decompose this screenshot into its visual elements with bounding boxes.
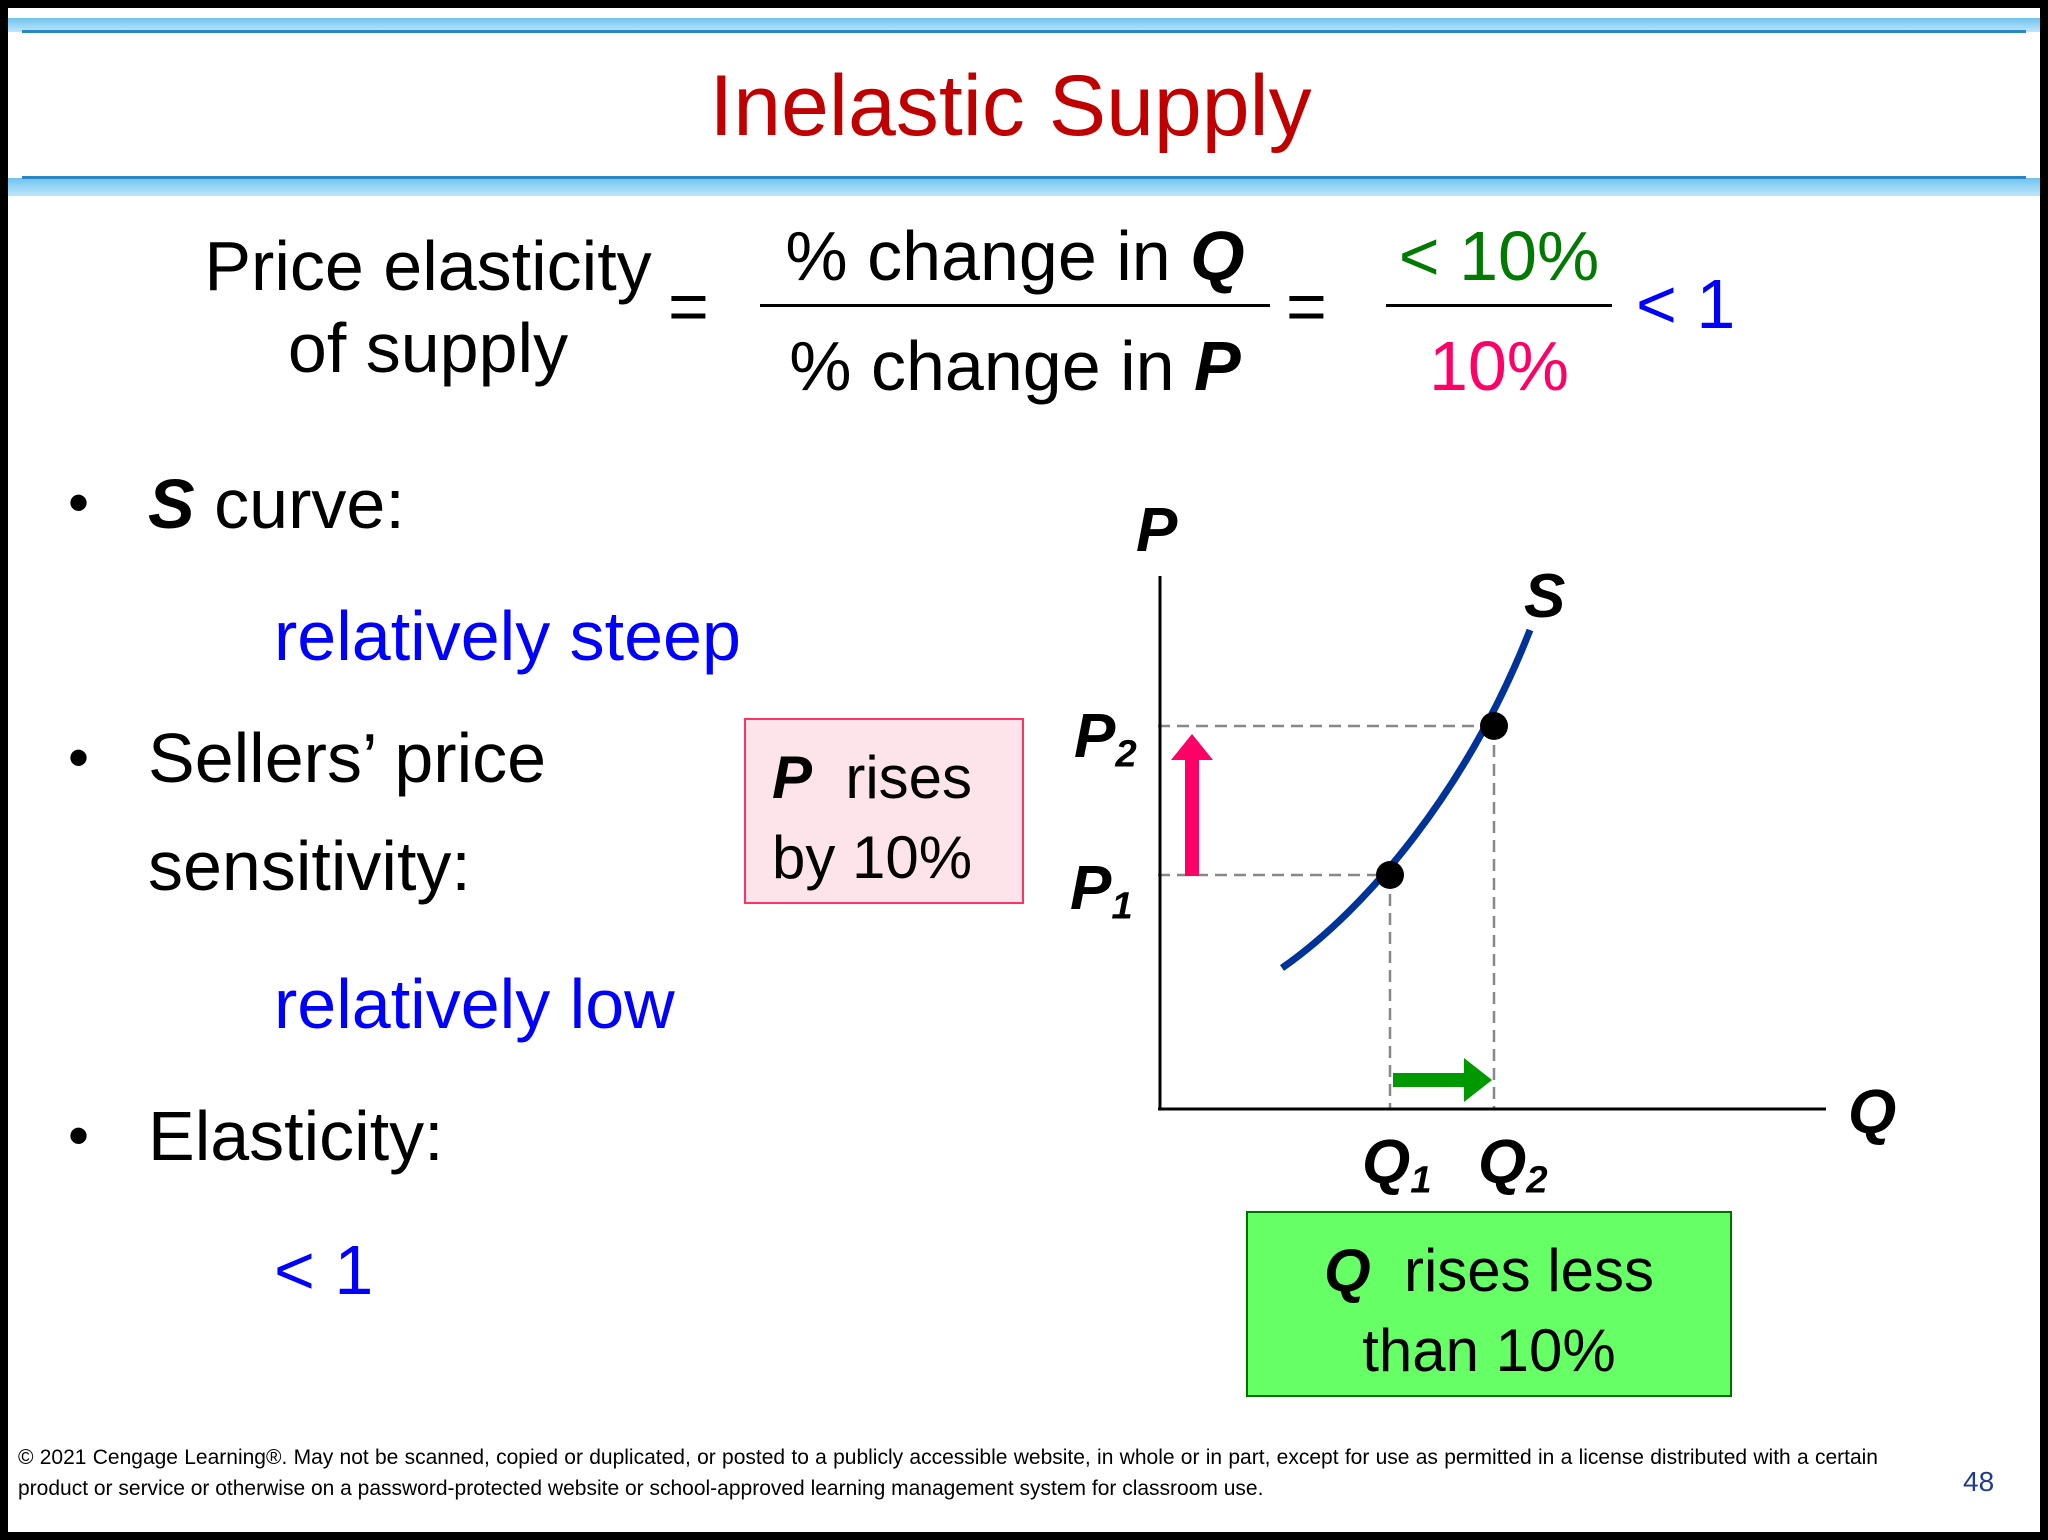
- q2-label: Q2: [1478, 1128, 1548, 1216]
- p2-base: P: [1074, 702, 1116, 771]
- quantity-rise-callout: Q rises less than 10%: [1246, 1211, 1732, 1397]
- price-rise-callout: P rises by 10%: [744, 718, 1024, 904]
- title-band-bottom-line: [22, 176, 2026, 179]
- formula-result: < 1: [1636, 265, 1736, 343]
- supply-curve: [1279, 628, 1534, 971]
- p1-label: P1: [1070, 854, 1133, 942]
- slide: Inelastic Supply Price elasticity of sup…: [8, 8, 2040, 1532]
- formula-numerator-2: < 10%: [1398, 217, 1600, 295]
- price-callout-line2: by 10%: [772, 824, 973, 891]
- page-number: 48: [1963, 1466, 1995, 1497]
- price-up-arrow: [1171, 734, 1213, 876]
- curve-label: S: [1524, 562, 1566, 631]
- y-axis-label: P: [1136, 496, 1178, 565]
- bullet-1-text: curve:: [194, 465, 405, 543]
- supply-diagram: [1158, 576, 1826, 1111]
- x-axis-label: Q: [1848, 1078, 1897, 1147]
- p2-label: P2: [1074, 702, 1137, 790]
- denominator-var: P: [1194, 327, 1241, 405]
- bullet-1-var: S: [148, 465, 195, 543]
- title-band-top: [8, 18, 2040, 32]
- numerator-text: % change in: [785, 217, 1191, 295]
- formula-numerator: % change in Q: [760, 216, 1270, 296]
- quantity-callout-line1: Q rises less: [1248, 1231, 1730, 1311]
- guide-lines: [1158, 724, 1496, 1109]
- title-band-top-line: [22, 30, 2026, 33]
- bullet-1-dot: •: [68, 469, 90, 536]
- q1-sub: 1: [1410, 1158, 1432, 1202]
- formula-equals-1: =: [668, 267, 709, 345]
- bullet-1-label: S curve:: [148, 464, 405, 544]
- denominator-text: % change in: [789, 327, 1195, 405]
- quantity-right-arrow: [1393, 1058, 1492, 1102]
- price-callout-var: P: [772, 744, 813, 811]
- point-q2-p2: [1480, 712, 1508, 740]
- fraction-bar-1: [760, 304, 1270, 307]
- formula-denominator-2: 10%: [1428, 327, 1570, 405]
- bullet-3-dot: •: [68, 1102, 90, 1169]
- bullet-2-label-line1: Sellers’ price: [148, 719, 547, 797]
- price-callout-line1: P rises: [772, 738, 972, 818]
- bullet-1-answer: relatively steep: [274, 597, 741, 675]
- slide-title: Inelastic Supply: [709, 58, 1312, 154]
- q1-base: Q: [1362, 1128, 1411, 1197]
- formula-equals-2: =: [1286, 267, 1327, 345]
- q1-label: Q1: [1362, 1128, 1432, 1216]
- p1-base: P: [1070, 854, 1112, 923]
- p2-sub: 2: [1115, 732, 1137, 776]
- fraction-bar-2: [1386, 304, 1612, 307]
- price-callout-text: rises: [812, 744, 973, 811]
- quantity-callout-var: Q: [1323, 1237, 1371, 1304]
- p1-sub: 1: [1111, 884, 1133, 928]
- bullet-2-label-line2: sensitivity:: [148, 827, 471, 905]
- bullet-2-dot: •: [68, 724, 90, 791]
- q2-base: Q: [1478, 1128, 1527, 1197]
- point-q1-p1: [1376, 861, 1404, 889]
- copyright-footer: © 2021 Cengage Learning®. May not be sca…: [18, 1446, 1878, 1500]
- formula-lhs-line1: Price elasticity: [204, 227, 652, 305]
- bullet-3-answer: < 1: [274, 1231, 374, 1309]
- quantity-callout-line2: than 10%: [1362, 1317, 1616, 1384]
- q2-sub: 2: [1526, 1158, 1548, 1202]
- title-band-bottom: [8, 178, 2040, 196]
- formula-denominator: % change in P: [760, 326, 1270, 406]
- quantity-callout-text: rises less: [1370, 1237, 1655, 1304]
- bullet-2-answer: relatively low: [274, 965, 675, 1043]
- numerator-var: Q: [1190, 217, 1245, 295]
- formula-lhs-line2: of supply: [287, 309, 569, 387]
- bullet-3-label: Elasticity:: [148, 1097, 444, 1175]
